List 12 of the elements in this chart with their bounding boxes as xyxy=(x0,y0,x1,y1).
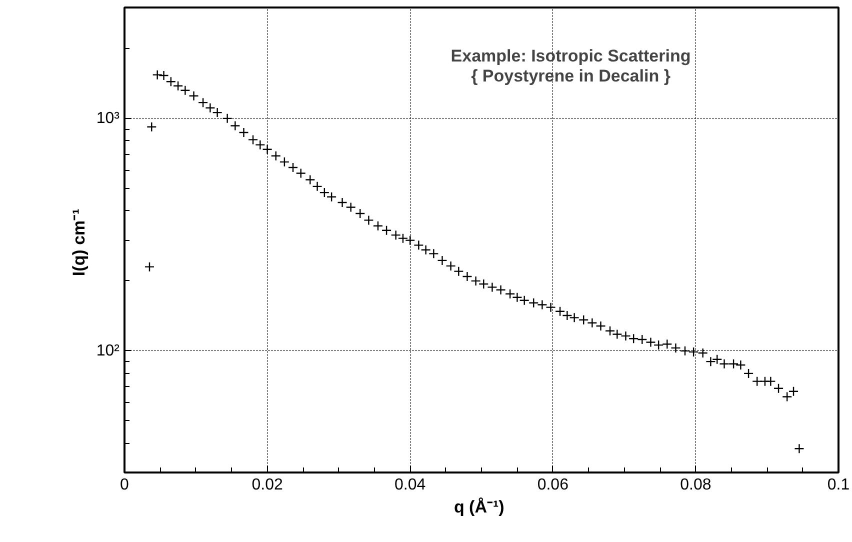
x-tick-label: 0.1 xyxy=(827,476,850,494)
x-tick-label: 0.04 xyxy=(394,476,426,494)
x-tick-label: 0 xyxy=(120,476,130,494)
y-tick-label: 10³ xyxy=(96,110,120,127)
text: Example: Isotropic Scattering xyxy=(450,46,691,66)
y-tick-label: 10² xyxy=(96,342,120,360)
y-axis-title: I(q) cm⁻¹ xyxy=(69,208,88,276)
x-tick-label: 0.08 xyxy=(680,476,712,494)
x-tick-label: 0.02 xyxy=(252,476,283,494)
text: { Poystyrene in Decalin } xyxy=(471,66,671,86)
x-axis-title: q (Å⁻¹) xyxy=(454,498,504,516)
x-tick-label: 0.06 xyxy=(537,476,569,494)
